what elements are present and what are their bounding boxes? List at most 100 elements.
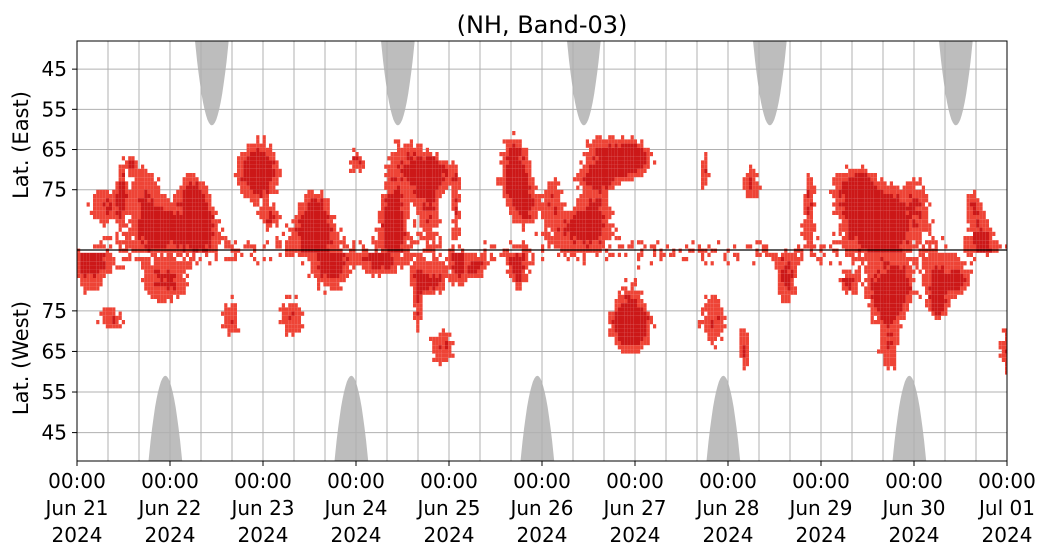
activity-cell <box>944 294 948 299</box>
activity-cell <box>752 168 756 173</box>
activity-cell <box>352 240 356 245</box>
activity-cell <box>112 307 116 312</box>
activity-cell <box>611 231 615 236</box>
activity-cell <box>419 315 423 320</box>
activity-cell <box>336 236 340 241</box>
activity-cell <box>441 357 445 362</box>
activity-cell <box>461 265 465 270</box>
activity-cell <box>893 362 897 367</box>
activity-cell <box>928 278 932 283</box>
activity-cell <box>169 227 173 232</box>
activity-cell <box>413 282 417 287</box>
activity-cell <box>579 177 583 182</box>
activity-cell <box>521 152 525 157</box>
activity-cell <box>557 227 561 232</box>
activity-cell <box>429 231 433 236</box>
activity-cell <box>960 278 964 283</box>
activity-cell <box>649 152 653 157</box>
activity-cell <box>720 324 724 329</box>
activity-cell <box>160 206 164 211</box>
activity-cell <box>857 252 861 257</box>
activity-cell <box>112 189 116 194</box>
activity-cell <box>128 240 132 245</box>
activity-cell <box>413 294 417 299</box>
activity-cell <box>512 181 516 186</box>
activity-cell <box>505 168 509 173</box>
activity-cell <box>883 286 887 291</box>
activity-cell <box>1005 357 1007 362</box>
activity-cell <box>429 336 433 341</box>
activity-cell <box>525 164 529 169</box>
activity-cell <box>899 286 903 291</box>
activity-cell <box>179 261 183 266</box>
activity-cell <box>848 244 852 249</box>
activity-cell <box>704 248 708 253</box>
activity-cell <box>944 278 948 283</box>
activity-cell <box>963 278 967 283</box>
activity-cell <box>441 160 445 165</box>
activity-cell <box>109 311 113 316</box>
activity-cell <box>240 160 244 165</box>
activity-cell <box>870 240 874 245</box>
activity-cell <box>307 198 311 203</box>
activity-cell <box>425 210 429 215</box>
activity-cell <box>630 139 634 144</box>
activity-cell <box>387 257 391 262</box>
activity-cell <box>150 202 154 207</box>
activity-cell <box>157 273 161 278</box>
activity-cell <box>944 265 948 270</box>
activity-cell <box>329 236 333 241</box>
activity-cell <box>435 269 439 274</box>
activity-cell <box>861 223 865 228</box>
activity-cell <box>169 290 173 295</box>
activity-cell <box>633 152 637 157</box>
activity-cell <box>950 269 954 274</box>
activity-cell <box>806 215 810 220</box>
activity-cell <box>457 215 461 220</box>
activity-cell <box>899 189 903 194</box>
activity-cell <box>160 198 164 203</box>
activity-cell <box>598 198 602 203</box>
activity-cell <box>793 269 797 274</box>
activity-cell <box>269 223 273 228</box>
activity-cell <box>989 227 993 232</box>
activity-cell <box>544 210 548 215</box>
activity-cell <box>953 294 957 299</box>
activity-cell <box>390 223 394 228</box>
activity-cell <box>150 198 154 203</box>
activity-cell <box>253 143 257 148</box>
activity-cell <box>883 341 887 346</box>
activity-cell <box>867 286 871 291</box>
activity-cell <box>457 231 461 236</box>
activity-cell <box>528 181 532 186</box>
activity-cell <box>291 231 295 236</box>
activity-cell <box>880 261 884 266</box>
activity-cell <box>461 273 465 278</box>
activity-cell <box>262 215 266 220</box>
activity-cell <box>109 324 113 329</box>
activity-cell <box>601 227 605 232</box>
activity-cell <box>877 244 881 249</box>
activity-cell <box>297 244 301 249</box>
activity-cell <box>160 261 164 266</box>
activity-cell <box>275 223 279 228</box>
activity-cell <box>528 210 532 215</box>
activity-cell <box>294 223 298 228</box>
activity-cell <box>243 156 247 161</box>
activity-cell <box>192 236 196 241</box>
activity-cell <box>745 244 749 249</box>
activity-cell <box>435 206 439 211</box>
activity-cell <box>253 244 257 249</box>
activity-cell <box>653 160 657 165</box>
activity-cell <box>909 185 913 190</box>
activity-cell <box>80 282 84 287</box>
activity-cell <box>211 248 215 253</box>
activity-cell <box>336 269 340 274</box>
activity-cell <box>697 320 701 325</box>
activity-cell <box>979 244 983 249</box>
activity-cell <box>294 219 298 224</box>
activity-cell <box>624 320 628 325</box>
x-tick-date: Jun 24 <box>322 496 387 520</box>
activity-cell <box>416 328 420 333</box>
activity-cell <box>393 177 397 182</box>
